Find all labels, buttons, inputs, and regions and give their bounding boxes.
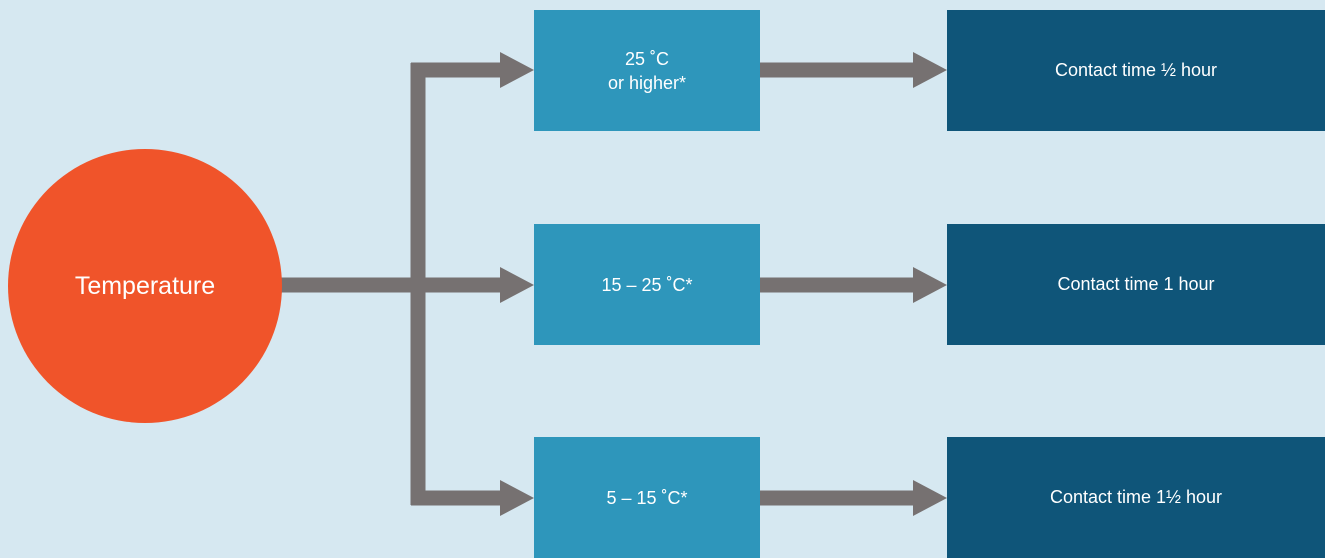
- condition-1-line-1: 25 ˚C: [624, 48, 669, 69]
- condition-box-1: 25 ˚C or higher*: [534, 10, 760, 131]
- arrow-head-2: [500, 267, 534, 303]
- temperature-label: Temperature: [74, 271, 216, 300]
- result-arrow-head-3: [913, 480, 947, 516]
- condition-2-label: 15 – 25 ˚C*: [601, 274, 693, 295]
- result-box-1: Contact time ½ hour: [947, 10, 1325, 131]
- result-box-2: Contact time 1 hour: [947, 224, 1325, 345]
- result-arrow-head-2: [913, 267, 947, 303]
- arrow-head-3: [500, 480, 534, 516]
- arrow-head-1: [500, 52, 534, 88]
- condition-box-3: 5 – 15 ˚C*: [534, 437, 760, 558]
- result-3-label: Contact time 1½ hour: [1049, 487, 1223, 507]
- condition-box-2: 15 – 25 ˚C*: [534, 224, 760, 345]
- temperature-node: Temperature: [8, 149, 282, 423]
- condition-1-line-2: or higher*: [607, 72, 687, 93]
- result-1-label: Contact time ½ hour: [1054, 60, 1218, 80]
- result-2-label: Contact time 1 hour: [1057, 274, 1215, 294]
- condition-3-label: 5 – 15 ˚C*: [606, 487, 688, 508]
- result-arrow-head-1: [913, 52, 947, 88]
- result-box-3: Contact time 1½ hour: [947, 437, 1325, 558]
